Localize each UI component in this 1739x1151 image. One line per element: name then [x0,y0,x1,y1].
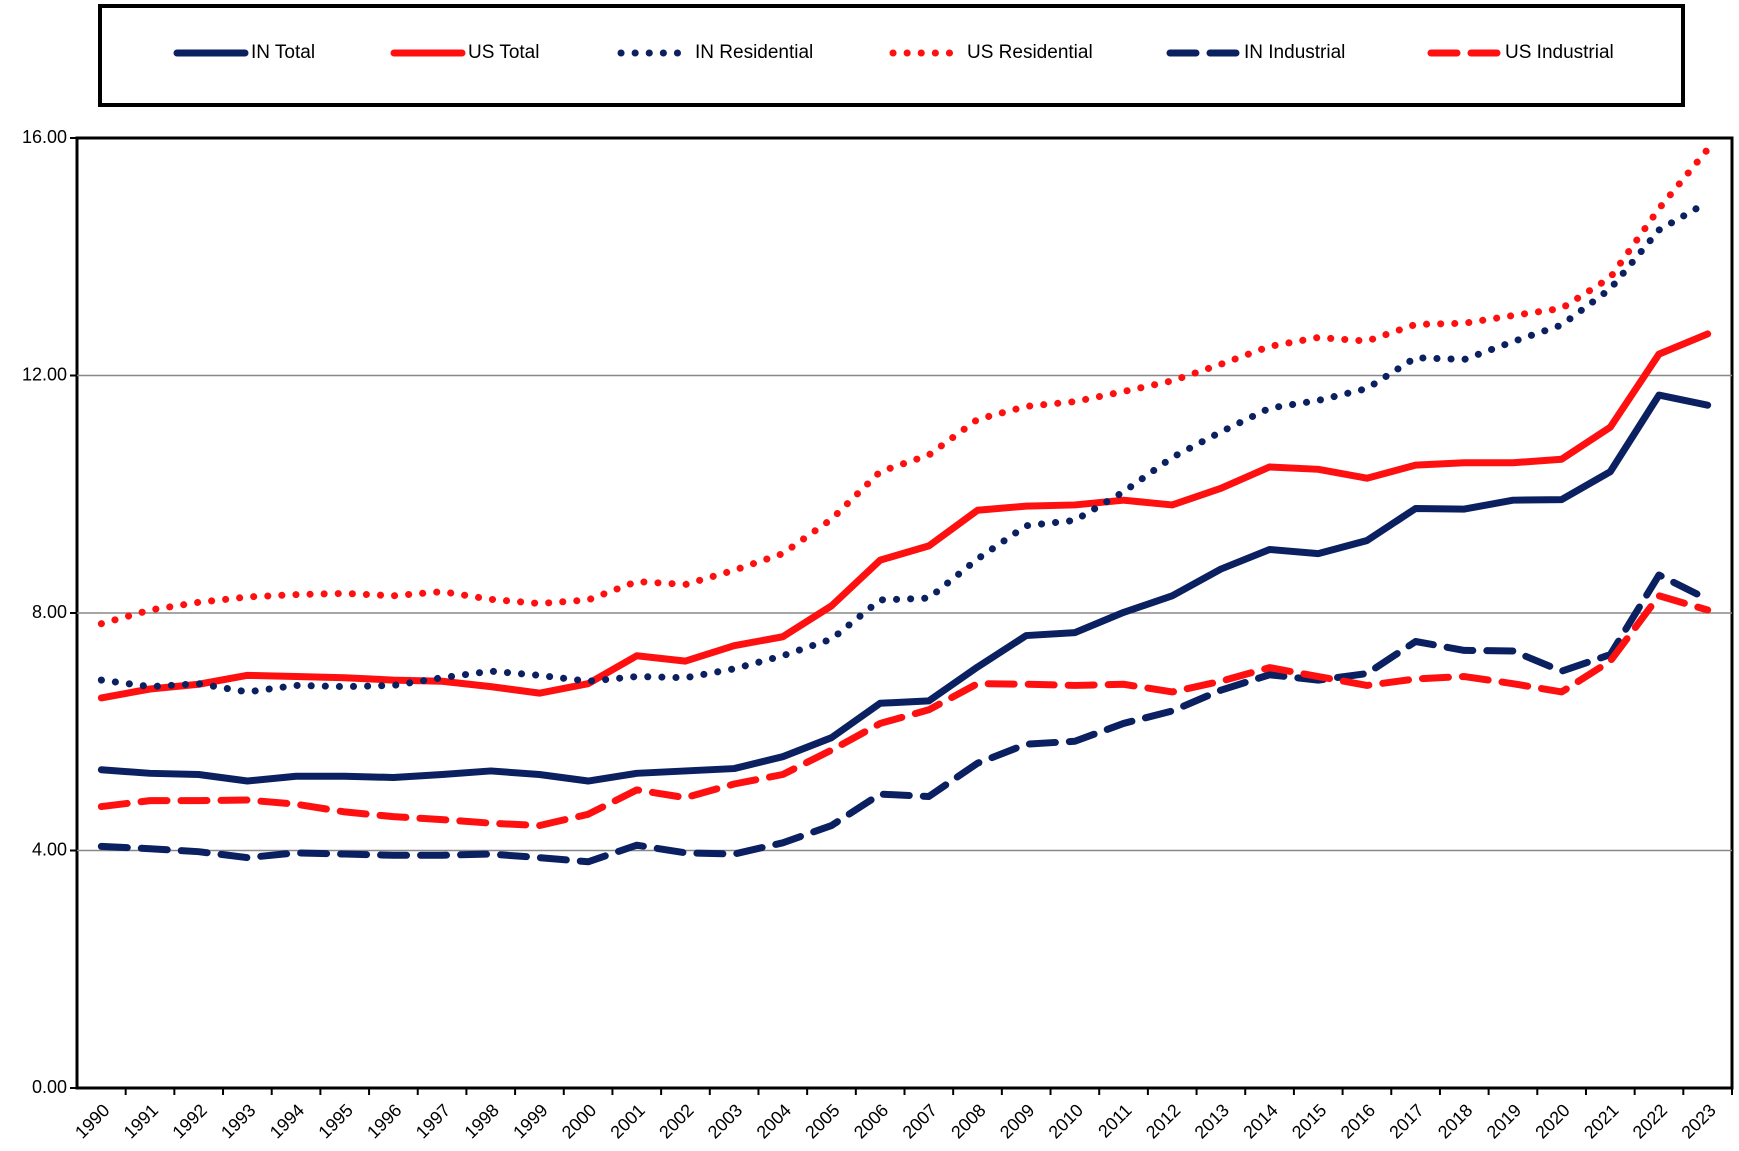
x-tick-label: 2023 [1677,1100,1719,1142]
x-tick-label: 2006 [850,1100,892,1142]
series-line [97,391,1712,785]
x-tick-label: 2000 [558,1100,600,1142]
x-tick-label: 2007 [899,1100,941,1142]
legend-label: IN Industrial [1244,42,1345,63]
x-tick-label: 2021 [1580,1100,1622,1142]
x-tick-label: 1996 [363,1100,405,1142]
x-tick-label: 2008 [947,1100,989,1142]
x-tick-label: 1994 [266,1100,308,1142]
series-line [97,571,1712,866]
x-tick-label: 1990 [71,1100,113,1142]
x-tick-label: 2003 [704,1100,746,1142]
x-tick-label: 2011 [1094,1100,1136,1142]
x-tick-label: 2001 [607,1100,649,1142]
y-tick-label: 0.00 [32,1077,67,1097]
legend-label: US Industrial [1505,42,1614,63]
x-tick-label: 1998 [460,1100,502,1142]
legend-label: US Total [468,42,539,63]
x-tick-label: 1995 [314,1100,356,1142]
x-tick-label: 2013 [1191,1100,1233,1142]
y-tick-label: 4.00 [32,839,67,859]
y-tick-label: 16.00 [22,127,67,147]
y-tick-label: 8.00 [32,602,67,622]
series-line [97,198,1712,696]
x-tick-label: 1997 [412,1100,454,1142]
series-line [97,330,1712,702]
x-tick-label: 2010 [1045,1100,1087,1142]
x-tick-label: 1992 [168,1100,210,1142]
x-tick-label: 2018 [1434,1100,1476,1142]
x-tick-label: 2020 [1531,1100,1573,1142]
x-tick-label: 1991 [120,1100,162,1142]
x-tick-label: 1993 [217,1100,259,1142]
series-line [97,592,1712,830]
x-tick-label: 2014 [1239,1100,1281,1142]
x-tick-label: 2002 [655,1100,697,1142]
x-tick-label: 2009 [996,1100,1038,1142]
x-tick-label: 2004 [753,1100,795,1142]
x-tick-label: 2016 [1337,1100,1379,1142]
legend-label: IN Total [251,42,315,63]
x-tick-label: 2019 [1483,1100,1525,1142]
legend-label: US Residential [967,42,1093,63]
y-tick-label: 12.00 [22,364,67,384]
x-tick-label: 2005 [801,1100,843,1142]
x-tick-label: 2017 [1385,1100,1427,1142]
legend-label: IN Residential [695,42,813,63]
x-tick-label: 2015 [1288,1100,1330,1142]
series-line [97,145,1712,628]
x-tick-label: 2012 [1142,1100,1184,1142]
x-tick-label: 2022 [1629,1100,1671,1142]
x-tick-label: 1999 [509,1100,551,1142]
